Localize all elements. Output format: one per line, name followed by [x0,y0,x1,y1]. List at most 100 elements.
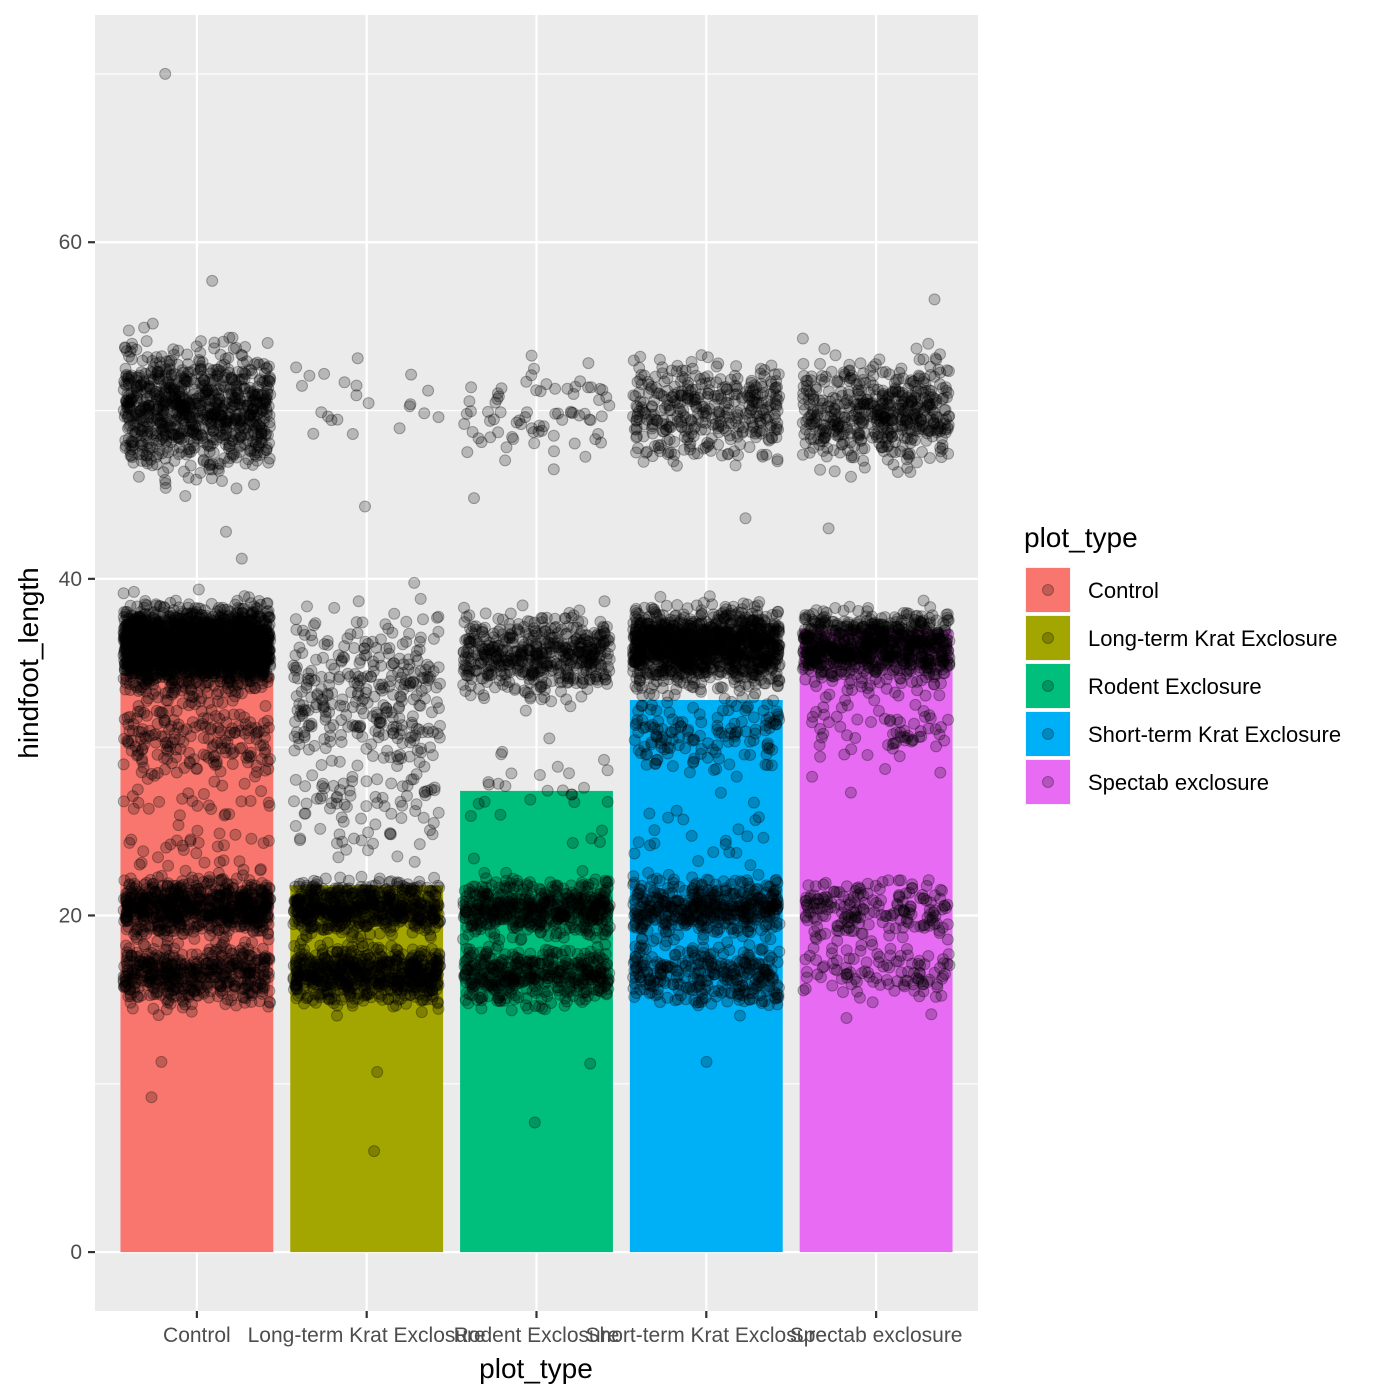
data-point [261,907,274,920]
data-point [156,707,169,719]
data-point [141,772,154,785]
data-point [235,886,248,899]
data-point [217,873,230,885]
data-point [218,839,230,852]
data-point [243,655,256,668]
bar-short-term-krat-exclosure [629,700,783,1253]
data-point [134,966,147,979]
data-point [253,374,266,387]
data-point [173,385,186,398]
data-point [384,751,397,764]
data-point [124,872,137,885]
data-point [241,399,254,412]
data-point [194,360,207,373]
data-point [151,935,164,948]
data-point [228,448,240,460]
data-point [303,369,316,382]
data-point [190,762,203,775]
data-point [248,913,261,926]
data-point [138,914,151,926]
data-point [154,416,167,429]
data-point [255,681,268,693]
data-point [408,576,421,589]
data-point [260,879,273,892]
data-point [340,709,353,721]
data-point [202,401,215,414]
data-point [186,394,199,407]
data-point [122,377,135,390]
data-point [202,362,215,375]
data-point [234,419,247,432]
data-point [143,724,156,737]
data-point [372,731,385,744]
data-point [209,945,222,958]
data-point [383,642,396,654]
data-point [414,699,427,712]
data-point [302,667,315,680]
data-point [307,427,320,440]
data-point [205,803,218,815]
data-point [143,380,156,393]
data-point [367,665,380,678]
data-point [219,808,232,821]
data-point [120,939,132,952]
data-point [170,743,182,756]
data-point [414,631,427,644]
data-point [386,723,399,736]
data-point [335,736,348,748]
data-point [216,475,228,487]
data-point [196,382,209,395]
data-point [129,976,142,989]
data-point-outlier [145,1091,158,1104]
data-point [259,700,272,712]
data-point [183,411,196,424]
data-point [262,952,275,965]
data-point [400,615,413,628]
data-point [341,632,354,645]
data-point [199,680,212,693]
data-point [150,368,163,381]
data-point [173,913,185,926]
data-point [155,380,168,393]
data-point [120,394,133,407]
data-point [132,470,145,483]
data-point [159,398,172,411]
data-point [260,402,273,415]
data-point-outlier [235,552,248,565]
data-point [165,427,178,440]
data-point [216,696,229,709]
data-point [197,436,210,449]
data-point [228,726,241,739]
bars [120,629,953,1253]
data-point [117,587,130,600]
data-point [233,446,246,458]
data-point [411,644,423,657]
data-point [402,653,415,666]
data-point [166,879,179,892]
data-point [205,722,217,734]
data-point [380,706,393,719]
data-point [262,382,275,395]
data-point [187,407,199,420]
data-point [325,658,338,671]
data-point [131,416,144,428]
data-point [118,643,131,656]
data-point [426,749,439,762]
data-point [403,627,416,640]
data-point [388,607,401,620]
data-point [244,396,256,409]
data-point [319,742,332,755]
data-point [153,795,166,808]
data-point [244,795,257,807]
data-point [244,408,257,421]
data-point [179,490,192,502]
data-point [260,361,273,374]
data-point [351,727,364,740]
data-point [122,378,135,391]
data-point [126,1002,139,1015]
data-point [201,384,214,397]
data-point [239,718,252,731]
data-point [118,410,131,423]
data-point [260,617,273,630]
data-point [160,841,173,854]
